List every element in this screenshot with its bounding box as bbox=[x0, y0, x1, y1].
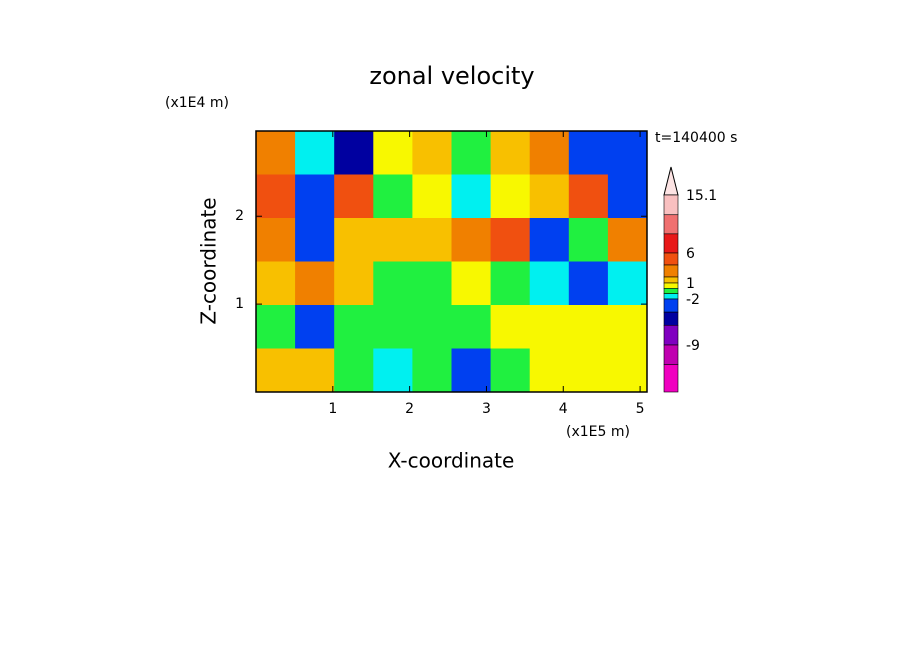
field-cell bbox=[490, 261, 531, 306]
field-cell bbox=[256, 131, 296, 175]
field-cell bbox=[568, 131, 609, 175]
field-cell bbox=[607, 218, 648, 262]
colorbar-label: 15.1 bbox=[686, 188, 717, 204]
field-cell bbox=[334, 174, 374, 219]
field-cell bbox=[568, 218, 609, 262]
field-cell bbox=[490, 348, 531, 393]
x-tick-label: 5 bbox=[636, 401, 645, 417]
field-cell bbox=[607, 348, 648, 393]
field-cell bbox=[373, 261, 413, 306]
colorbar-over bbox=[663, 166, 679, 196]
field-cell bbox=[490, 174, 531, 219]
field-cell bbox=[568, 305, 609, 349]
colorbar-segment bbox=[663, 288, 679, 294]
colorbar-segment bbox=[663, 344, 679, 366]
chart-title: zonal velocity bbox=[369, 62, 534, 90]
y-tick-label: 1 bbox=[235, 296, 244, 312]
field-cell bbox=[334, 261, 374, 306]
field-cell bbox=[568, 348, 609, 393]
field-cell bbox=[412, 218, 452, 262]
field-cell bbox=[256, 261, 296, 306]
field-cell bbox=[412, 348, 452, 393]
field-cell bbox=[373, 174, 413, 219]
field-cell bbox=[607, 131, 648, 175]
field-cell bbox=[451, 348, 492, 393]
y-tick-label: 2 bbox=[235, 208, 244, 224]
colorbar-segment bbox=[663, 282, 679, 289]
x-tick-label: 1 bbox=[328, 401, 337, 417]
field-cell bbox=[529, 218, 570, 262]
field-cell bbox=[412, 261, 452, 306]
field-cell bbox=[529, 131, 570, 175]
field-cell bbox=[607, 261, 648, 306]
field-cell bbox=[451, 218, 492, 262]
colorbar-segment bbox=[663, 311, 679, 326]
field-cell bbox=[373, 305, 413, 349]
x-tick-label: 4 bbox=[559, 401, 568, 417]
colorbar-segment bbox=[663, 364, 679, 393]
field-cell bbox=[256, 348, 296, 393]
y-axis-label: Z-coordinate bbox=[197, 197, 221, 324]
field-cell bbox=[373, 348, 413, 393]
field-cell bbox=[334, 131, 374, 175]
colorbar-segment bbox=[663, 264, 679, 278]
colorbar-label: 6 bbox=[686, 246, 695, 262]
field-cell bbox=[256, 218, 296, 262]
field-cell bbox=[412, 131, 452, 175]
field-cell bbox=[490, 131, 531, 175]
colorbar-segment bbox=[663, 298, 679, 313]
colorbar-segment bbox=[663, 194, 679, 216]
field-cell bbox=[334, 305, 374, 349]
field-cell bbox=[451, 174, 492, 219]
field-cell bbox=[295, 131, 335, 175]
annotation: t=140400 s bbox=[655, 130, 737, 146]
colorbar-segment bbox=[663, 276, 679, 284]
colorbar-label: -2 bbox=[686, 292, 700, 308]
field-cell bbox=[373, 131, 413, 175]
field-cell bbox=[529, 348, 570, 393]
x-axis-label: X-coordinate bbox=[388, 449, 515, 473]
field-cell bbox=[607, 305, 648, 349]
colorbar-label: 1 bbox=[686, 276, 695, 292]
field-cell bbox=[373, 218, 413, 262]
field-cell bbox=[412, 174, 452, 219]
field-cell bbox=[568, 261, 609, 306]
x-tick-label: 3 bbox=[482, 401, 491, 417]
field-cell bbox=[451, 131, 492, 175]
field-cell bbox=[529, 305, 570, 349]
colorbar-segment bbox=[663, 233, 679, 254]
colorbar-segment bbox=[663, 214, 679, 235]
field-cell bbox=[412, 305, 452, 349]
field-cell bbox=[295, 348, 335, 393]
field-cell bbox=[568, 174, 609, 219]
colorbar-segment bbox=[663, 293, 679, 300]
field-cell bbox=[490, 218, 531, 262]
field-cell bbox=[451, 305, 492, 349]
field-cell bbox=[295, 218, 335, 262]
colorbar-segment bbox=[663, 252, 679, 266]
field-cell bbox=[295, 261, 335, 306]
field-cell bbox=[490, 305, 531, 349]
field-cell bbox=[529, 261, 570, 306]
plot-frame bbox=[255, 130, 648, 393]
field-cell bbox=[334, 218, 374, 262]
x-tick-label: 2 bbox=[405, 401, 414, 417]
y-unit: (x1E4 m) bbox=[165, 95, 229, 111]
field-cell bbox=[256, 305, 296, 349]
field-cell bbox=[451, 261, 492, 306]
field-cell bbox=[295, 305, 335, 349]
field-cell bbox=[607, 174, 648, 219]
field-cell bbox=[256, 174, 296, 219]
field-cell bbox=[295, 174, 335, 219]
colorbar-label: -9 bbox=[686, 338, 700, 354]
x-unit: (x1E5 m) bbox=[566, 424, 630, 440]
field-cell bbox=[529, 174, 570, 219]
field-cell bbox=[334, 348, 374, 393]
colorbar-segment bbox=[663, 324, 679, 346]
